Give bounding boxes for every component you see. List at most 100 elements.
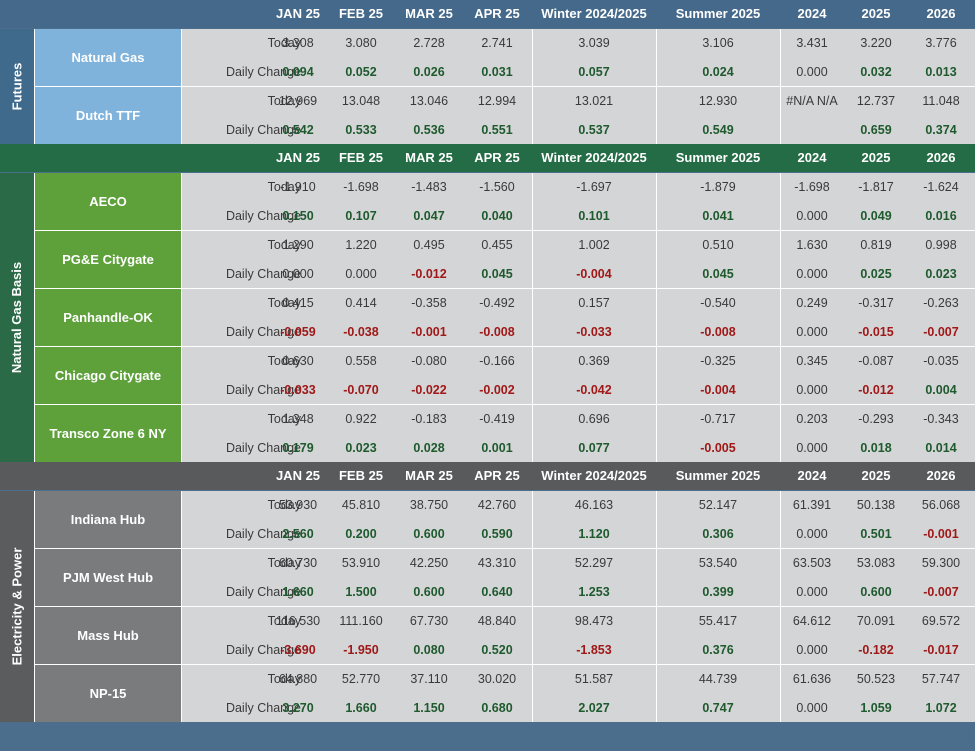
value-cell: 0.041 bbox=[702, 209, 734, 223]
value-cell: 42.760 bbox=[477, 498, 517, 512]
value-cell: 98.473 bbox=[574, 614, 614, 628]
value-cell: -0.008 bbox=[700, 325, 736, 339]
value-cell: 0.032 bbox=[860, 65, 892, 79]
value-cell: 0.542 bbox=[282, 123, 314, 137]
value-cell: -0.182 bbox=[858, 643, 894, 657]
value-cell: 3.776 bbox=[925, 36, 957, 50]
value-cell: 44.739 bbox=[698, 672, 738, 686]
column-header: 2024 bbox=[797, 6, 827, 21]
row-label: Today bbox=[267, 94, 301, 108]
value-cell: 13.021 bbox=[574, 94, 614, 108]
value-cell: 0.049 bbox=[860, 209, 892, 223]
today-row: Today 1.348 0.922 -0.183 -0.419 0.696 -0.717 0.… bbox=[35, 405, 975, 433]
instrument-name: Mass Hub bbox=[35, 607, 181, 664]
value-cell: 0.000 bbox=[796, 701, 828, 715]
value-cell: -0.263 bbox=[923, 296, 959, 310]
value-cell: -0.017 bbox=[923, 643, 959, 657]
daily-change-row: Daily Change 0.179 0.023 0.028 0.001 0.077 -0.… bbox=[35, 434, 975, 462]
today-row: Today 1.290 1.220 0.495 0.455 1.002 0.510 1.630… bbox=[35, 231, 975, 259]
value-cell: 70.091 bbox=[856, 614, 896, 628]
value-cell: -0.002 bbox=[479, 383, 515, 397]
value-cell: 3.270 bbox=[282, 701, 314, 715]
column-header: Summer 2025 bbox=[675, 150, 761, 165]
value-cell: 1.150 bbox=[413, 701, 445, 715]
value-cell: 0.399 bbox=[702, 585, 734, 599]
value-cell: 67.730 bbox=[409, 614, 449, 628]
column-header: APR 25 bbox=[474, 468, 520, 483]
column-header: FEB 25 bbox=[338, 150, 384, 165]
value-cell: -0.004 bbox=[576, 267, 612, 281]
value-cell: 0.057 bbox=[578, 65, 610, 79]
column-header: 2025 bbox=[861, 6, 891, 21]
value-cell: 0.014 bbox=[925, 441, 957, 455]
value-cell: -0.005 bbox=[700, 441, 736, 455]
value-cell: 42.250 bbox=[409, 556, 449, 570]
value-cell: 0.630 bbox=[282, 354, 314, 368]
value-cell: 61.636 bbox=[792, 672, 832, 686]
column-header: JAN 25 bbox=[275, 150, 321, 165]
value-cell: 0.345 bbox=[796, 354, 828, 368]
column-header: 2025 bbox=[861, 468, 891, 483]
instrument-name: AECO bbox=[35, 173, 181, 230]
row-divider bbox=[35, 606, 975, 607]
column-divider bbox=[656, 491, 657, 722]
value-cell: 0.025 bbox=[860, 267, 892, 281]
value-cell: -0.007 bbox=[923, 325, 959, 339]
value-cell: -0.080 bbox=[411, 354, 447, 368]
value-cell: -1.697 bbox=[576, 180, 612, 194]
column-header: APR 25 bbox=[474, 6, 520, 21]
value-cell: 0.150 bbox=[282, 209, 314, 223]
row-label: Daily Change bbox=[225, 267, 301, 281]
value-cell: 0.000 bbox=[796, 585, 828, 599]
value-cell: 0.052 bbox=[345, 65, 377, 79]
value-cell: 52.147 bbox=[698, 498, 738, 512]
section-title-text: Natural Gas Basis bbox=[9, 261, 25, 374]
value-cell: 0.659 bbox=[860, 123, 892, 137]
column-header-row: JAN 25 FEB 25 MAR 25 APR 25 Winter 2024/2025… bbox=[0, 0, 975, 28]
value-cell: 0.000 bbox=[796, 209, 828, 223]
value-cell: -1.817 bbox=[858, 180, 894, 194]
row-label: Today bbox=[267, 556, 301, 570]
column-divider bbox=[181, 29, 182, 144]
column-divider bbox=[532, 491, 533, 722]
value-cell: 0.023 bbox=[345, 441, 377, 455]
column-header: FEB 25 bbox=[338, 6, 384, 21]
value-cell: 2.728 bbox=[413, 36, 445, 50]
column-header: Winter 2024/2025 bbox=[541, 6, 647, 21]
value-cell: 0.600 bbox=[860, 585, 892, 599]
instrument-name: Natural Gas bbox=[35, 29, 181, 86]
value-cell: 0.374 bbox=[925, 123, 957, 137]
value-cell: 0.000 bbox=[796, 383, 828, 397]
value-cell: 51.587 bbox=[574, 672, 614, 686]
value-cell: 13.048 bbox=[341, 94, 381, 108]
column-header: JAN 25 bbox=[275, 468, 321, 483]
value-cell: -0.059 bbox=[280, 325, 316, 339]
row-label: Daily Change bbox=[225, 701, 301, 715]
today-row: Today 0.415 0.414 -0.358 -0.492 0.157 -0.540 0.… bbox=[35, 289, 975, 317]
value-cell: 50.523 bbox=[856, 672, 896, 686]
value-cell: 12.737 bbox=[856, 94, 896, 108]
daily-change-row: Daily Change 1.660 1.500 0.600 0.640 1.253 0.3… bbox=[35, 578, 975, 606]
value-cell: 0.094 bbox=[282, 65, 314, 79]
value-cell: 0.520 bbox=[481, 643, 513, 657]
section-title-text: Electricity & Power bbox=[9, 547, 25, 666]
value-cell: 48.840 bbox=[477, 614, 517, 628]
instrument-block: PG&E Citygate Today 1.290 1.220 0.495 0.455 1.… bbox=[35, 231, 975, 288]
today-row: Today -1.910 -1.698 -1.483 -1.560 -1.697 -1.87… bbox=[35, 173, 975, 201]
row-label: Today bbox=[267, 672, 301, 686]
value-cell: -0.358 bbox=[411, 296, 447, 310]
value-cell: 1.220 bbox=[345, 238, 377, 252]
value-cell: 0.203 bbox=[796, 412, 828, 426]
value-cell: -0.015 bbox=[858, 325, 894, 339]
value-cell: 61.391 bbox=[792, 498, 832, 512]
value-cell: 45.810 bbox=[341, 498, 381, 512]
value-cell: 69.572 bbox=[921, 614, 961, 628]
value-cell: 0.369 bbox=[578, 354, 610, 368]
column-header: MAR 25 bbox=[405, 468, 453, 483]
row-divider bbox=[35, 346, 975, 347]
value-cell: 0.376 bbox=[702, 643, 734, 657]
instrument-name: Panhandle-OK bbox=[35, 289, 181, 346]
value-cell: -0.008 bbox=[479, 325, 515, 339]
value-cell: 1.290 bbox=[282, 238, 314, 252]
value-cell: -0.717 bbox=[700, 412, 736, 426]
